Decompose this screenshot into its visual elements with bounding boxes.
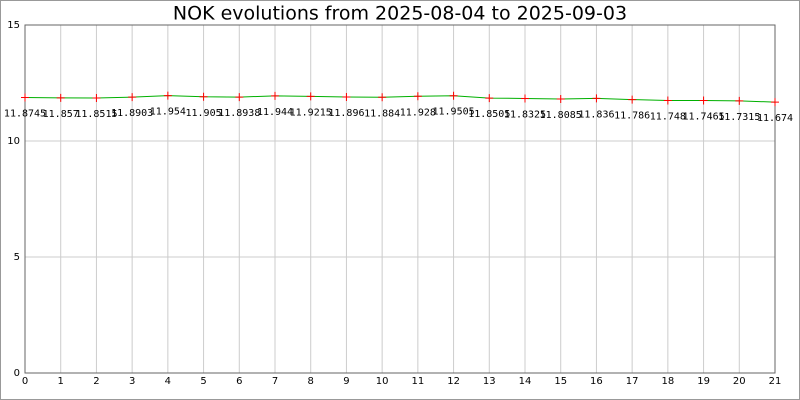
marker [485,94,494,103]
marker [163,91,172,100]
data-label: 11.8745 [4,109,46,120]
marker [735,96,744,105]
x-tick-label: 6 [236,376,242,387]
marker [521,94,529,103]
data-label: 11.954 [150,107,186,118]
data-label: 11.884 [364,108,400,119]
marker [413,92,422,101]
x-tick-label: 5 [200,376,206,387]
x-tick-label: 4 [165,376,171,387]
data-label: 11.905 [186,108,222,119]
x-tick-label: 19 [697,376,710,387]
x-tick-label: 7 [272,376,278,387]
data-label: 11.9505 [432,107,474,118]
x-tick-label: 12 [447,376,460,387]
plot-frame [24,24,776,374]
x-tick-label: 2 [93,376,99,387]
x-tick-label: 11 [411,376,424,387]
y-tick-label: 0 [14,368,20,379]
marker [271,91,279,100]
marker [21,93,29,102]
x-tick-label: 9 [343,376,349,387]
data-label: 11.8938 [218,108,260,119]
chart-title: NOK evolutions from 2025-08-04 to 2025-0… [173,3,627,25]
marker [199,92,208,101]
marker [235,93,244,102]
data-label: 11.8515 [75,109,117,120]
marker [449,91,458,100]
y-tick-label: 10 [7,136,20,147]
data-label: 11.896 [328,108,364,119]
marker [92,94,101,103]
y-tick-label: 15 [7,20,20,31]
marker [699,96,708,105]
x-tick-label: 21 [769,376,782,387]
marker [56,93,65,102]
data-label: 11.857 [43,109,79,120]
x-tick-label: 8 [308,376,314,387]
x-tick-label: 18 [661,376,674,387]
x-tick-label: 13 [483,376,496,387]
data-label: 11.786 [614,111,650,122]
x-tick-label: 14 [519,376,532,387]
x-tick-label: 17 [626,376,639,387]
data-label: 11.836 [578,109,614,120]
line [24,95,776,103]
data-label: 11.9215 [290,107,332,118]
x-tick-label: 15 [554,376,567,387]
data-label: 11.8325 [504,109,546,120]
data-label: 11.748 [650,111,686,122]
y-tick-label: 5 [14,252,20,263]
data-label: 11.928 [400,107,436,118]
marker [128,93,137,102]
marker [628,95,637,104]
data-label: 11.8903 [111,108,153,119]
marker [663,96,672,105]
marker [306,92,315,101]
x-tick-label: 1 [58,376,64,387]
x-tick-label: 3 [129,376,135,387]
data-label: 11.7465 [682,111,724,122]
data-label: 11.7315 [718,112,760,123]
data-label: 11.8505 [468,109,510,120]
x-tick-label: 16 [590,376,603,387]
marker [556,95,565,104]
x-tick-label: 20 [733,376,746,387]
x-tick-label: 10 [376,376,389,387]
x-tick-label: 0 [22,376,28,387]
marker [378,93,387,102]
marker [342,93,351,102]
data-label: 11.8085 [540,110,582,121]
data-label: 11.944 [257,107,293,118]
marker [592,94,601,103]
data-label: 11.674 [757,113,793,124]
marker [771,98,779,107]
